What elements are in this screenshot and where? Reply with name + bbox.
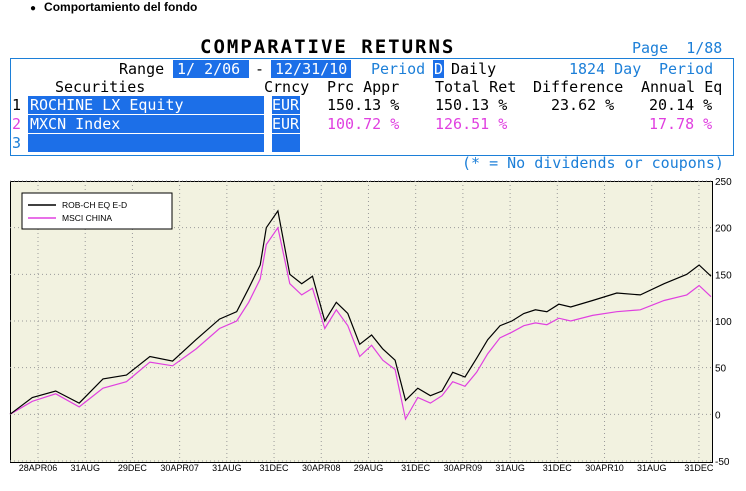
x-tick-label: 30APR09 bbox=[444, 463, 483, 473]
currency-field-empty[interactable] bbox=[272, 134, 300, 152]
x-tick-label: 31AUG bbox=[212, 463, 242, 473]
y-tick-label: 200 bbox=[715, 224, 732, 235]
range-start-field[interactable]: 1/ 2/06 bbox=[173, 60, 249, 78]
y-tick-label: 0 bbox=[715, 410, 721, 421]
period-label-2: Period bbox=[659, 60, 714, 78]
y-tick-label: 100 bbox=[715, 317, 732, 328]
header-crncy: Crncy bbox=[264, 78, 310, 96]
dividends-note: (* = No dividends or coupons) bbox=[462, 154, 724, 172]
page-indicator: Page 1/88 bbox=[632, 39, 722, 57]
prc-appr-value: 100.72 % bbox=[327, 115, 400, 133]
y-tick-label: 150 bbox=[715, 270, 732, 281]
legend-box bbox=[21, 192, 173, 230]
control-panel: Range 1/ 2/06 - 12/31/10 Period D Daily … bbox=[10, 58, 734, 156]
prc-appr-value: 150.13 % bbox=[327, 96, 400, 114]
days-count: 1824 Day bbox=[569, 60, 642, 78]
security-field[interactable]: MXCN Index bbox=[28, 115, 264, 133]
total-ret-value: 150.13 % bbox=[435, 96, 508, 114]
header-difference: Difference bbox=[533, 78, 624, 96]
period-code-field[interactable]: D bbox=[433, 60, 444, 78]
row-number: 1 bbox=[12, 96, 22, 114]
x-tick-label: 31DEC bbox=[260, 463, 290, 473]
annual-eq-value: 20.14 % bbox=[649, 96, 713, 114]
row-number: 2 bbox=[12, 115, 22, 133]
x-tick-label: 31AUG bbox=[637, 463, 667, 473]
screen-title: COMPARATIVE RETURNS bbox=[200, 36, 456, 58]
x-tick-label: 31AUG bbox=[70, 463, 100, 473]
range-end-field[interactable]: 12/31/10 bbox=[271, 60, 351, 78]
total-ret-value: 126.51 % bbox=[435, 115, 508, 133]
x-tick-label: 31DEC bbox=[401, 463, 431, 473]
x-tick-label: 28APR06 bbox=[19, 463, 58, 473]
y-tick-label: -50 bbox=[715, 457, 730, 468]
x-tick-label: 30APR07 bbox=[160, 463, 199, 473]
x-tick-label: 31DEC bbox=[684, 463, 714, 473]
x-tick-label: 30APR10 bbox=[585, 463, 624, 473]
difference-value: 23.62 % bbox=[551, 96, 615, 114]
range-dash: - bbox=[255, 60, 265, 78]
series-line bbox=[9, 209, 712, 415]
page-value: 1/88 bbox=[686, 39, 723, 57]
x-tick-label: 31DEC bbox=[543, 463, 573, 473]
page-label: Page bbox=[632, 39, 669, 57]
period-label: Period bbox=[371, 60, 426, 78]
legend-label: ROB-CH EQ E-D bbox=[62, 200, 127, 210]
bullet-heading: ● Comportamiento del fondo bbox=[30, 0, 197, 14]
security-field[interactable]: ROCHINE LX Equity bbox=[28, 96, 264, 114]
x-tick-label: 30APR08 bbox=[302, 463, 341, 473]
x-tick-label: 29DEC bbox=[118, 463, 148, 473]
header-prc-appr: Prc Appr bbox=[327, 78, 400, 96]
currency-field[interactable]: EUR bbox=[272, 115, 300, 133]
row-number: 3 bbox=[12, 134, 22, 152]
bullet-icon: ● bbox=[30, 3, 37, 14]
period-value: Daily bbox=[451, 60, 497, 78]
annual-eq-value: 17.78 % bbox=[649, 115, 713, 133]
x-tick-label: 31AUG bbox=[495, 463, 525, 473]
y-tick-label: 250 bbox=[715, 177, 732, 188]
y-tick-label: 50 bbox=[715, 364, 727, 375]
header-securities: Securities bbox=[55, 78, 146, 96]
currency-field[interactable]: EUR bbox=[272, 96, 300, 114]
header-annual-eq: Annual Eq bbox=[641, 78, 723, 96]
series-line bbox=[9, 226, 712, 421]
header-total-ret: Total Ret bbox=[435, 78, 517, 96]
range-label: Range bbox=[119, 60, 165, 78]
security-field-empty[interactable] bbox=[28, 134, 264, 152]
bullet-text: Comportamiento del fondo bbox=[44, 0, 198, 14]
legend-label: MSCI CHINA bbox=[62, 213, 112, 223]
x-tick-label: 29AUG bbox=[354, 463, 384, 473]
